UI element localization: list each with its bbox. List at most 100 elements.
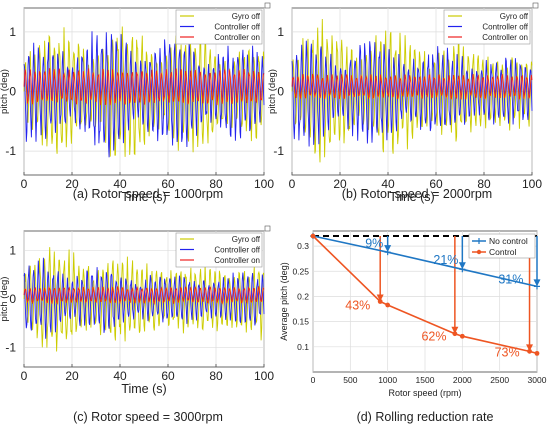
series-line-no-control [312, 235, 538, 288]
x-tick-label: 80 [209, 369, 223, 383]
drop-arrowhead [458, 262, 466, 270]
x-tick-label: 100 [522, 177, 542, 191]
legend-label: Controller off [214, 23, 260, 32]
y-tick-label: 0 [9, 292, 16, 306]
panel-caption: (d) Rolling reduction rate [357, 410, 494, 424]
panel-caption: (a) Rotor speed = 1000rpm [73, 187, 223, 201]
x-tick-label: 100 [254, 369, 274, 383]
x-tick-label: 40 [381, 177, 395, 191]
x-tick-label: 2000 [453, 375, 472, 385]
legend-label: No control [489, 236, 528, 246]
drop-arrowhead [533, 279, 541, 287]
x-tick-label: 1000 [378, 375, 397, 385]
percent-annotation: 9% [365, 237, 383, 251]
series-line-controller-on [23, 285, 265, 306]
y-tick-label: 0.2 [297, 291, 309, 301]
drop-arrowhead [451, 326, 459, 334]
x-tick-label: 20 [65, 369, 79, 383]
x-axis-label: Rotor speed (rpm) [388, 388, 461, 398]
percent-annotation: 31% [498, 272, 523, 286]
legend-label: Gyro off [232, 235, 261, 244]
y-axis-label: Average pitch (deg) [279, 262, 289, 340]
drop-arrowhead [526, 344, 534, 352]
data-point [527, 348, 532, 354]
legend-label: Gyro off [500, 12, 529, 21]
data-point [385, 302, 391, 308]
chart-panel-1: 0 20 40 60 80 100 -1 0 1 Time (s) pitch (deg) Gyro … [267, 2, 542, 204]
legend-label: Gyro off [232, 12, 261, 21]
x-axis-label: Time (s) [121, 382, 166, 396]
x-tick-label: 60 [161, 177, 175, 191]
y-tick-label: 0 [277, 85, 284, 99]
maximize-icon [264, 2, 271, 9]
y-axis-label: pitch (deg) [0, 277, 10, 322]
x-tick-label: 80 [477, 177, 491, 191]
y-tick-label: 0 [9, 85, 16, 99]
maximize-icon [264, 225, 271, 232]
series-line-controller-off [291, 40, 533, 147]
y-tick-label: -1 [5, 144, 16, 158]
y-tick-label: 1 [9, 243, 16, 257]
x-tick-label: 500 [343, 375, 357, 385]
x-tick-label: 20 [333, 177, 347, 191]
legend-label: Controller on [482, 33, 528, 42]
data-point [459, 333, 465, 339]
x-axis-label: Time (s) [389, 190, 434, 204]
y-axis-label: pitch (deg) [267, 69, 278, 114]
chart-panel-3: 9% 21% 31% 43% 62% 73% 0 500 1000 1500 2000 2500 300… [279, 230, 547, 424]
y-tick-label: 1 [277, 25, 284, 39]
panel-caption: (b) Rotor speed = 2000rpm [342, 187, 492, 201]
data-point [452, 331, 458, 337]
percent-annotation: 21% [433, 253, 458, 267]
data-point [534, 350, 540, 356]
percent-annotation: 62% [421, 329, 446, 343]
legend-marker [476, 249, 482, 255]
x-tick-label: 40 [113, 177, 127, 191]
series-line-controller-on [291, 73, 533, 100]
x-tick-label: 60 [429, 177, 443, 191]
y-tick-label: 0.1 [297, 342, 309, 352]
legend-label: Controller on [214, 33, 260, 42]
percent-annotation: 43% [345, 299, 370, 313]
y-tick-label: 1 [9, 25, 16, 39]
panel-caption: (c) Rotor speed = 3000rpm [73, 410, 223, 424]
x-axis-label: Time (s) [121, 190, 166, 204]
x-tick-label: 0 [289, 177, 296, 191]
x-tick-label: 80 [209, 177, 223, 191]
x-tick-label: 0 [21, 177, 28, 191]
x-tick-label: 3000 [528, 375, 547, 385]
x-tick-label: 60 [161, 369, 175, 383]
legend-label: Control [489, 247, 517, 257]
y-tick-label: 0.25 [292, 266, 309, 276]
drop-arrowhead [384, 245, 392, 253]
x-tick-label: 0 [21, 369, 28, 383]
legend-label: Controller off [482, 23, 528, 32]
maximize-icon [532, 2, 539, 9]
x-tick-label: 2500 [490, 375, 509, 385]
y-tick-label: -1 [273, 144, 284, 158]
percent-annotation: 73% [495, 345, 520, 359]
y-tick-label: -1 [5, 341, 16, 355]
x-tick-label: 1500 [416, 375, 435, 385]
chart-panel-0: 0 20 40 60 80 100 -1 0 1 Time (s) pitch (deg) Gyro … [0, 2, 274, 204]
y-tick-label: 0.15 [292, 317, 309, 327]
legend-box [468, 233, 536, 259]
drop-arrowhead [376, 294, 384, 302]
chart-panel-2: 0 20 40 60 80 100 -1 0 1 Time (s) pitch (deg) Gyro … [0, 225, 274, 424]
series-line-controller-off [23, 257, 265, 339]
x-tick-label: 20 [65, 177, 79, 191]
x-tick-label: 40 [113, 369, 127, 383]
legend-label: Controller off [214, 246, 260, 255]
data-point [310, 233, 316, 239]
data-point [377, 299, 383, 304]
x-tick-label: 0 [311, 375, 316, 385]
legend-label: Controller on [214, 256, 260, 265]
x-tick-label: 100 [254, 177, 274, 191]
series-line-controller-on [23, 68, 265, 106]
y-tick-label: 0.3 [297, 241, 309, 251]
